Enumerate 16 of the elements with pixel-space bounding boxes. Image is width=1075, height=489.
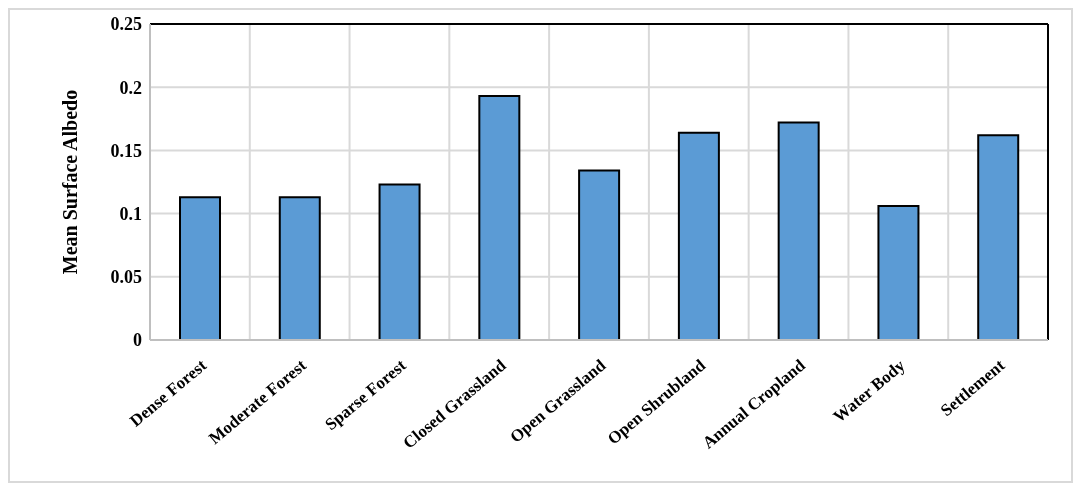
bar (677, 131, 720, 340)
bar (977, 134, 1020, 340)
bar (777, 121, 820, 340)
y-tick-label: 0.2 (119, 77, 142, 98)
bar (278, 196, 321, 340)
bar (478, 95, 521, 340)
y-tick-label: 0.05 (110, 267, 142, 288)
bar (877, 205, 920, 340)
y-axis-title: Mean Surface Albedo (59, 89, 82, 275)
y-tick-label: 0.1 (119, 203, 142, 224)
bar (378, 183, 421, 340)
y-tick-label: 0.15 (110, 140, 142, 161)
y-tick-label: 0.25 (110, 14, 142, 35)
bar (578, 169, 621, 340)
bar (179, 196, 221, 340)
y-tick-label: 0 (133, 330, 142, 351)
